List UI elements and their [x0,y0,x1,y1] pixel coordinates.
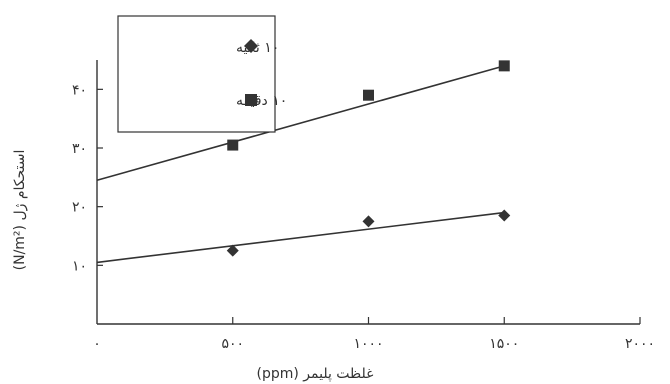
data-point-diamond [362,215,375,228]
legend: ۱۰ ثانیه ۱۰ دقیقه [117,15,287,133]
y-tick-label: ۲۰ [72,200,87,216]
x-tick-label: ۵۰۰ [221,336,244,352]
trendline-series-0 [96,211,505,264]
trendlines [96,65,505,264]
diamond-icon [244,39,258,53]
x-tick-label: ۱۵۰۰ [489,336,519,352]
square-icon [245,94,257,106]
x-tick-label: ۱۰۰۰ [353,336,383,352]
y-tick-label: ۴۰ [72,82,87,98]
y-tick-label: ۱۰ [72,258,87,274]
data-markers [226,60,511,257]
data-point-diamond [226,244,239,257]
trendline-series-1 [96,65,505,182]
data-point-square [363,89,374,101]
legend-box [117,15,276,133]
y-axis-title: استحکام ژل (N/m²) [12,150,28,271]
legend-entry-10-minutes: ۱۰ دقیقه [236,93,287,109]
data-point-square [227,139,239,151]
legend-entry-10-seconds: ۱۰ ثانیه [236,39,279,56]
y-tick-label: ۳۰ [72,141,87,157]
axes: ۰ ۵۰۰ ۱۰۰۰ ۱۵۰۰ ۲۰۰۰ ۱۰ ۲۰ ۳۰ ۴۰ [72,60,655,352]
x-axis-title: غلظت پلیمر (ppm) [256,366,373,382]
data-point-square [498,60,510,72]
legend-label-10-minutes: ۱۰ دقیقه [236,93,287,109]
legend-label-10-seconds: ۱۰ ثانیه [236,40,279,56]
x-tick-label: ۲۰۰۰ [625,336,655,352]
x-tick-label: ۰ [93,336,101,352]
data-point-diamond [498,209,511,222]
